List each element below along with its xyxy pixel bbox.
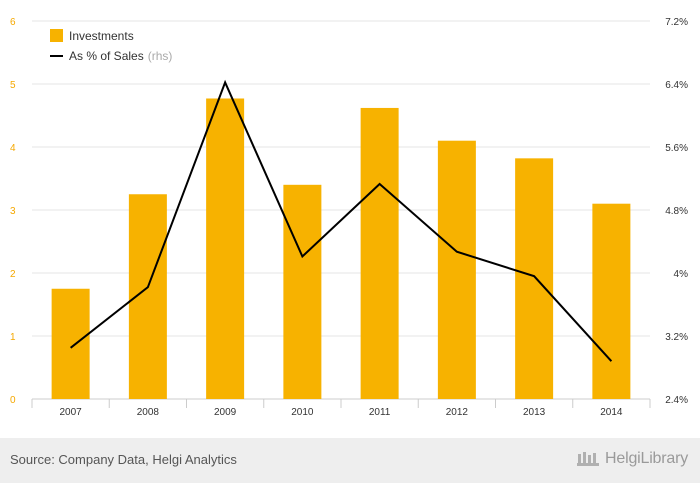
y-axis-right: 2.4% 3.2% 4% 4.8% 5.6% 6.4% 7.2% [665, 17, 688, 406]
bar [283, 184, 322, 399]
bar [592, 203, 631, 399]
y-right-tick-label: 6.4% [665, 80, 688, 91]
legend-label-sales-pct: As % of Sales (rhs) [69, 49, 172, 63]
x-tick-label: 2008 [137, 407, 160, 418]
x-tick-label: 2013 [523, 407, 546, 418]
y-right-tick-label: 4.8% [665, 206, 688, 217]
x-axis: 2007 2008 2009 2010 2011 2012 2013 2014 [31, 399, 651, 418]
legend-label-rhs-note: (rhs) [148, 49, 173, 63]
x-tick-label: 2012 [446, 407, 469, 418]
y-right-tick-label: 4% [674, 269, 689, 280]
bar [515, 158, 554, 399]
helgi-library-logo: HelgiLibrary [575, 449, 688, 469]
x-tick-label: 2009 [214, 407, 237, 418]
line-path [70, 79, 613, 362]
x-tick-label: 2011 [369, 407, 391, 418]
legend-swatch-investments [50, 29, 63, 42]
logo-text: HelgiLibrary [605, 450, 688, 467]
y-left-tick-label: 2 [10, 269, 16, 280]
bar-series-investments [51, 98, 631, 400]
y-right-tick-label: 7.2% [665, 17, 688, 28]
y-right-tick-label: 3.2% [665, 332, 688, 343]
x-tick-label: 2014 [600, 407, 623, 418]
source-text: Source: Company Data, Helgi Analytics [10, 452, 237, 467]
bar [51, 288, 90, 399]
bar [206, 98, 245, 400]
y-left-tick-label: 5 [10, 80, 16, 91]
legend-label-investments: Investments [69, 29, 134, 43]
library-icon [577, 452, 600, 466]
line-series-sales-pct [70, 79, 613, 362]
y-left-tick-label: 4 [10, 143, 16, 154]
y-left-tick-label: 3 [10, 206, 16, 217]
y-left-tick-label: 6 [10, 17, 16, 28]
legend: Investments As % of Sales (rhs) [50, 29, 172, 63]
investments-chart: 2007 2008 2009 2010 2011 2012 2013 2014 0 1 2 3 4 5 6… [10, 17, 688, 418]
y-axis-left: 0 1 2 3 4 5 6 [10, 17, 16, 406]
bar [437, 140, 476, 399]
y-right-tick-label: 5.6% [665, 143, 688, 154]
gridlines [32, 20, 650, 400]
y-right-tick-label: 2.4% [665, 395, 688, 406]
x-tick-label: 2010 [291, 407, 314, 418]
y-left-tick-label: 0 [10, 395, 16, 406]
legend-label-sales-pct-text: As % of Sales [69, 49, 144, 63]
x-tick-label: 2007 [60, 407, 83, 418]
footer: Source: Company Data, Helgi Analytics He… [0, 438, 700, 483]
bar [360, 107, 399, 399]
y-left-tick-label: 1 [10, 332, 16, 343]
